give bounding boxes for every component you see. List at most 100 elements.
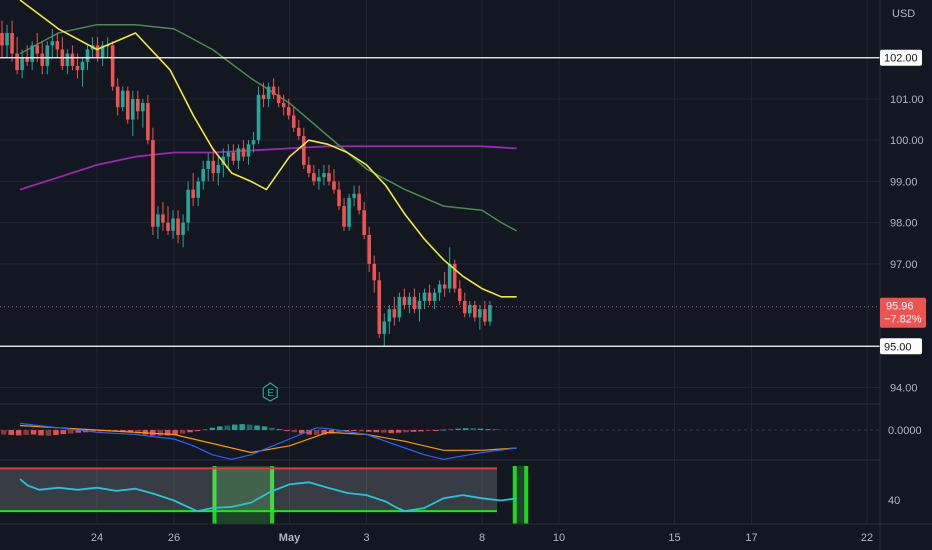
ma-slow-line (19, 145, 517, 191)
macd-histogram-bar (202, 429, 208, 431)
macd-histogram-bar (477, 428, 484, 430)
earnings-marker[interactable] (262, 382, 278, 402)
candle-body (427, 292, 432, 301)
candle-body (286, 107, 291, 116)
time-axis-ticks[interactable]: 24 26 May 3 8 10 15 17 22 (91, 532, 873, 544)
macd-histogram-bar (306, 430, 312, 435)
candle-body (226, 152, 231, 157)
macd-histogram-bar (492, 429, 499, 431)
candle-body (35, 45, 40, 54)
price-pane[interactable]: ED (0, 0, 932, 402)
candle-body (161, 214, 165, 223)
macd-histogram-bar (328, 430, 335, 434)
candle-body (322, 173, 326, 178)
candle-body (362, 210, 366, 235)
time-axis-tick: May (279, 532, 301, 544)
candle-body (10, 32, 14, 54)
candle-body (352, 193, 356, 198)
candle-body (0, 32, 4, 46)
candle-body (271, 86, 276, 95)
last-price-label: 95.96 (886, 301, 914, 313)
candle-body (291, 115, 296, 128)
price-axis-ticks[interactable]: 101.00 100.00 99.00 98.00 97.00 94.00 (890, 94, 924, 395)
candle-body (251, 140, 256, 145)
candle-body (256, 94, 261, 141)
price-axis-tick: 100.00 (890, 135, 924, 147)
macd-histogram-bar (8, 430, 14, 435)
macd-histogram-bar (45, 430, 52, 436)
candle-body (105, 45, 110, 47)
candle-body (40, 53, 45, 66)
time-axis-tick: 17 (745, 532, 757, 544)
candle-body (25, 57, 29, 62)
candle-body (337, 189, 341, 207)
candle-body (347, 197, 351, 227)
candle-body (211, 160, 216, 174)
level-badge (880, 338, 922, 355)
macd-histogram-bar (127, 430, 134, 433)
event-markers[interactable]: ED (262, 382, 932, 402)
macd-histogram-bar (425, 430, 432, 431)
time-axis-tick: 15 (668, 532, 680, 544)
candle-body (191, 189, 195, 198)
macd-histogram-bar (1, 430, 7, 435)
rsi-highlight-edge (270, 466, 275, 524)
candle-body (65, 53, 70, 66)
macd-signal-path (19, 424, 517, 454)
candle-body (15, 53, 19, 71)
candle-body (85, 49, 90, 62)
rsi-path (19, 478, 517, 513)
macd-histogram-bar (485, 429, 491, 431)
macd-histogram-bar (313, 430, 320, 435)
price-axis-tick: 101.00 (890, 94, 924, 106)
candle-body (146, 103, 150, 141)
candle-body (417, 300, 422, 310)
price-axis-badges: 102.00 95.00 95.96−7.82% (880, 49, 926, 355)
macd-histogram-bar (455, 428, 461, 430)
candle-body (377, 280, 382, 334)
macd-histogram-bar (433, 430, 439, 431)
time-axis-tick: 24 (91, 532, 103, 544)
candle-body (473, 305, 477, 318)
macd-histogram-bar (410, 430, 417, 432)
candle-body (488, 305, 492, 322)
macd-histogram-bar (448, 429, 454, 431)
candle-body (156, 214, 160, 227)
candlestick-series (0, 20, 492, 347)
ma-mid-path (19, 23, 518, 232)
candle-body (457, 288, 462, 301)
candle-body (467, 305, 472, 314)
rsi-highlight-edge (512, 466, 517, 524)
macd-histogram-bar (366, 430, 372, 432)
candle-body (206, 160, 211, 170)
candle-body (357, 193, 361, 211)
macd-histogram-bar (38, 430, 44, 436)
time-axis-tick: 22 (861, 532, 873, 544)
rsi-highlight-edge (524, 466, 529, 524)
horizontal-levels[interactable] (0, 57, 880, 347)
rsi-pane[interactable] (0, 466, 529, 524)
candle-body (478, 309, 482, 318)
macd-line-path (19, 422, 517, 460)
macd-pane[interactable] (0, 422, 880, 460)
price-axis-tick: 97.00 (890, 259, 918, 271)
grid-lines (0, 0, 880, 524)
price-axis-tick: 94.00 (890, 383, 918, 395)
rsi-highlight-zones (212, 466, 529, 524)
level-badge-label: 95.00 (884, 341, 912, 353)
macd-histogram-bar (53, 430, 59, 435)
earnings-marker-label: E (267, 388, 274, 399)
price-axis-tick: 99.00 (890, 176, 918, 188)
candle-body (276, 94, 281, 104)
candle-body (447, 263, 452, 289)
candle-body (70, 53, 75, 66)
candle-body (317, 177, 321, 182)
candle-body (130, 98, 135, 120)
candle-body (115, 86, 120, 108)
macd-histogram-bar (358, 430, 365, 432)
candle-body (141, 103, 145, 112)
macd-histogram-bar (291, 430, 298, 433)
candle-body (50, 41, 55, 46)
macd-histogram-bar (179, 430, 186, 434)
